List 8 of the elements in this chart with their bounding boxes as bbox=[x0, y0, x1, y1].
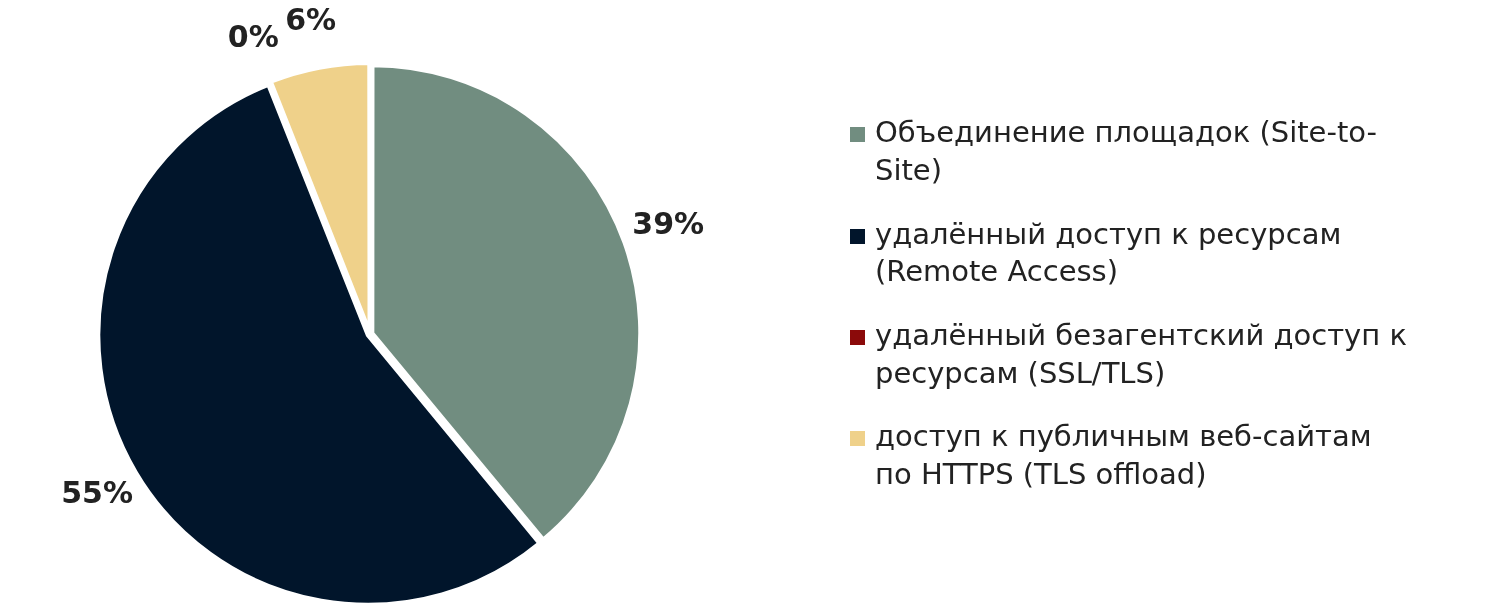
legend-label: доступ к публичным веб-сайтам по HTTPS (TLS offload) bbox=[875, 418, 1373, 494]
legend-label: удалённый доступ к ресурсам (Remote Access) bbox=[875, 215, 1343, 291]
data-label: 39% bbox=[632, 206, 705, 242]
text: 0% bbox=[227, 19, 279, 55]
data-label: 6% bbox=[285, 2, 337, 38]
legend-label: удалённый безагентский доступ к ресурсам (SSL/TLS) bbox=[875, 317, 1408, 392]
data-label: 55% bbox=[61, 475, 134, 511]
legend-label: Объединение площадок (Site-to-Site) bbox=[875, 114, 1379, 189]
